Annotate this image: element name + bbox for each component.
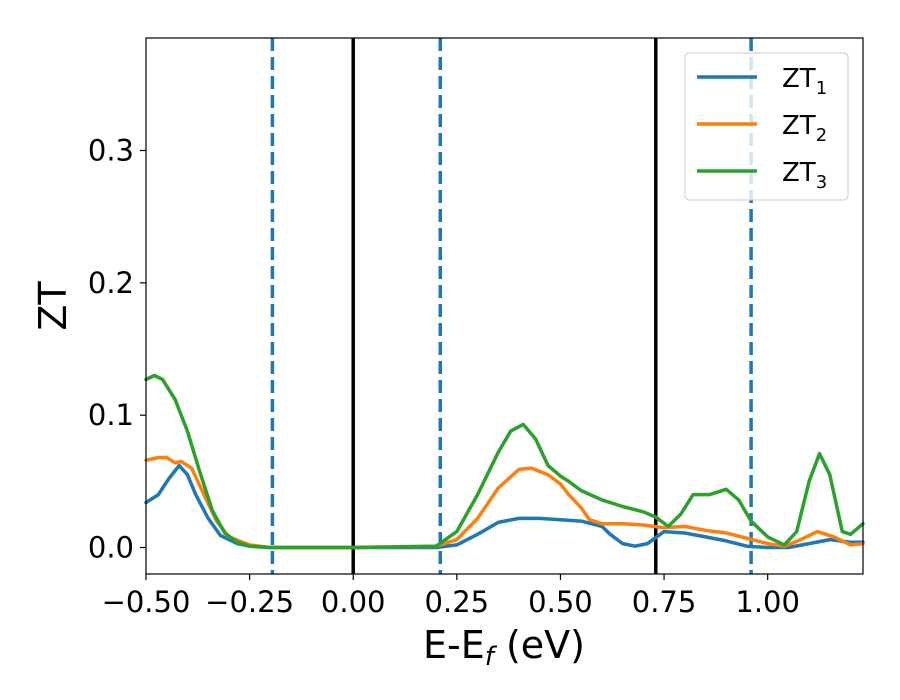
plot-frame (145, 37, 864, 575)
legend: ZT1 ZT2 ZT3 (684, 52, 849, 201)
y-tick-label: 0.1 (88, 398, 134, 432)
legend-label-zt1: ZT1 (782, 64, 827, 99)
x-axis-label: E-Ef (eV) (423, 623, 585, 672)
y-tick-label: 0.0 (88, 531, 134, 565)
x-tick-label: 0.00 (321, 585, 386, 619)
x-tick-label: 0.50 (528, 585, 593, 619)
legend-box (684, 52, 849, 201)
reference-lines (270, 38, 753, 574)
legend-label-zt2: ZT2 (782, 111, 827, 146)
y-axis-ticks: 0.0 0.1 0.2 0.3 (88, 133, 146, 565)
legend-label-zt3: ZT3 (782, 158, 827, 193)
x-tick-label: −0.50 (102, 585, 191, 619)
x-tick-label: 0.25 (425, 585, 490, 619)
series-line-zt2 (144, 455, 865, 550)
legend-items: ZT1 ZT2 ZT3 (697, 64, 827, 193)
series-line-zt3 (144, 373, 865, 550)
x-axis-ticks: −0.50 −0.25 0.00 0.25 0.50 0.75 1.00 (102, 574, 800, 619)
series-line-zt1 (144, 463, 865, 550)
x-tick-label: −0.25 (205, 585, 294, 619)
x-tick-label: 1.00 (735, 585, 800, 619)
y-tick-label: 0.3 (88, 133, 134, 167)
y-tick-label: 0.2 (88, 266, 134, 300)
y-axis-label: ZT (31, 281, 75, 331)
x-tick-label: 0.75 (632, 585, 697, 619)
series-lines (144, 373, 865, 550)
